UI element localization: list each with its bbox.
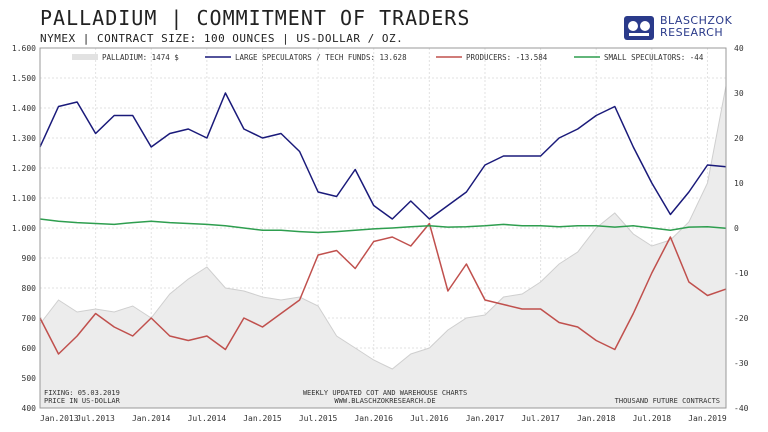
left-tick-label: 1.200 xyxy=(12,164,36,173)
legend-swatch xyxy=(72,54,98,60)
left-tick-label: 1.000 xyxy=(12,224,36,233)
x-tick-label: Jan.2016 xyxy=(354,414,393,423)
logo-line-2: RESEARCH xyxy=(660,26,724,39)
x-tick-label: Jul.2016 xyxy=(410,414,449,423)
lion-emblem-icon xyxy=(624,16,654,40)
x-tick-label: Jan.2014 xyxy=(132,414,171,423)
x-tick-label: Jul.2014 xyxy=(188,414,227,423)
left-tick-label: 600 xyxy=(22,344,37,353)
fixing-note: FIXING: 05.03.2019 xyxy=(44,389,120,397)
x-tick-label: Jan.2013 xyxy=(40,414,79,423)
footer-notes: FIXING: 05.03.2019 PRICE IN US-DOLLAR WE… xyxy=(44,389,720,405)
blaschzok-logo xyxy=(624,16,654,40)
small-speculators-line xyxy=(39,218,727,234)
x-tick-label: Jan.2017 xyxy=(466,414,505,423)
legend-label: SMALL SPECULATORS: -44 xyxy=(604,53,704,62)
right-tick-label: 20 xyxy=(734,134,744,143)
x-tick-label: Jan.2019 xyxy=(688,414,727,423)
website-note: WWW.BLASCHZOKRESEARCH.DE xyxy=(334,397,435,405)
legend-label: PRODUCERS: -13.584 xyxy=(466,53,548,62)
x-tick-label: Jul.2017 xyxy=(521,414,560,423)
x-tick-label: Jan.2018 xyxy=(577,414,616,423)
x-tick-label: Jan.2015 xyxy=(243,414,282,423)
right-tick-label: 30 xyxy=(734,89,744,98)
left-tick-label: 700 xyxy=(22,314,37,323)
left-tick-label: 800 xyxy=(22,284,37,293)
left-tick-label: 1.400 xyxy=(12,104,36,113)
price-note: PRICE IN US-DOLLAR xyxy=(44,397,121,405)
left-tick-label: 900 xyxy=(22,254,37,263)
chart-title: PALLADIUM | COMMITMENT OF TRADERS xyxy=(40,6,471,30)
right-tick-label: 10 xyxy=(734,179,744,188)
right-tick-label: 0 xyxy=(734,224,739,233)
price-area-layer xyxy=(39,85,727,409)
legend: PALLADIUM: 1474 $ LARGE SPECULATORS / TEC… xyxy=(72,53,704,62)
legend-label: LARGE SPECULATORS / TECH FUNDS: 13.628 xyxy=(235,53,407,62)
left-tick-label: 1.300 xyxy=(12,134,36,143)
producers-line xyxy=(39,222,727,355)
axes: 4005006007008009001.0001.1001.2001.3001.… xyxy=(12,44,749,423)
logo-line-1: BLASCHZOK xyxy=(660,14,733,27)
right-tick-label: -40 xyxy=(734,404,749,413)
x-tick-label: Jul.2015 xyxy=(299,414,338,423)
right-tick-label: -10 xyxy=(734,269,749,278)
palladium-price-area xyxy=(39,85,727,409)
x-tick-label: Jul.2018 xyxy=(633,414,672,423)
left-tick-label: 400 xyxy=(22,404,37,413)
series-line-layer xyxy=(39,92,727,355)
right-tick-label: 40 xyxy=(734,44,744,53)
right-tick-label: -30 xyxy=(734,359,749,368)
left-tick-label: 1.100 xyxy=(12,194,36,203)
large-speculators-line xyxy=(39,92,727,220)
contracts-note: THOUSAND FUTURE CONTRACTS xyxy=(615,397,720,405)
left-tick-label: 1.500 xyxy=(12,74,36,83)
legend-label: PALLADIUM: 1474 $ xyxy=(102,53,179,62)
plot-frame xyxy=(39,47,727,409)
left-tick-label: 1.600 xyxy=(12,44,36,53)
right-tick-label: -20 xyxy=(734,314,749,323)
chart-subtitle: NYMEX | CONTRACT SIZE: 100 OUNCES | US-D… xyxy=(40,32,404,45)
x-tick-label: Jul.2013 xyxy=(76,414,115,423)
left-tick-label: 500 xyxy=(22,374,37,383)
weekly-note: WEEKLY UPDATED COT AND WAREHOUSE CHARTS xyxy=(303,389,467,397)
